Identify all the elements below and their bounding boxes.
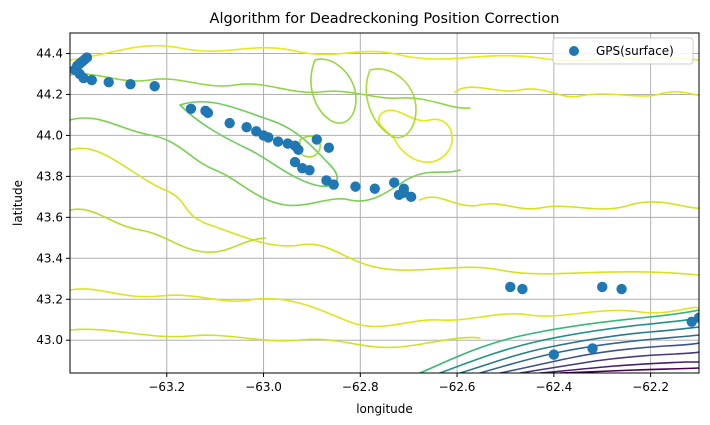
y-tick-label: 43.4	[36, 251, 63, 265]
data-point	[350, 181, 361, 192]
data-point	[517, 283, 528, 295]
y-axis-title: latitude	[11, 180, 25, 226]
data-point	[323, 142, 335, 153]
legend-label: GPS(surface)	[596, 44, 674, 58]
x-axis: −63.2 −63.0 −62.8 −62.6 −62.4 −62.2	[148, 373, 669, 394]
data-point	[304, 165, 315, 176]
contour-background	[70, 44, 699, 373]
data-point	[289, 156, 301, 168]
data-point	[587, 343, 598, 354]
data-point	[81, 52, 93, 63]
data-point	[103, 76, 114, 88]
data-point	[185, 103, 197, 114]
data-point	[263, 132, 274, 143]
data-point	[328, 179, 339, 190]
x-tick-label: −63.0	[245, 380, 282, 394]
data-point	[272, 136, 284, 147]
y-tick-label: 43.8	[36, 169, 63, 183]
data-point	[149, 81, 160, 92]
y-axis: 43.0 43.2 43.4 43.6 43.8 44.0 44.2 44.4	[36, 46, 70, 347]
data-point	[388, 177, 400, 188]
x-tick-label: −62.4	[535, 380, 572, 394]
y-tick-label: 44.0	[36, 128, 63, 142]
data-point	[293, 144, 304, 155]
data-point	[369, 183, 381, 194]
data-point	[311, 134, 322, 145]
data-point	[241, 122, 252, 133]
legend-box	[552, 37, 694, 65]
legend: GPS(surface)	[552, 37, 694, 65]
data-point	[86, 74, 97, 86]
x-tick-label: −62.2	[632, 380, 669, 394]
plot-frame	[69, 32, 700, 374]
data-point	[693, 312, 699, 323]
data-point	[224, 117, 235, 129]
x-axis-title: longitude	[356, 402, 413, 416]
data-point	[125, 79, 136, 90]
y-tick-label: 44.2	[36, 87, 63, 101]
x-tick-label: −62.8	[342, 380, 379, 394]
data-point	[616, 283, 627, 295]
chart-title: Algorithm for Deadreckoning Position Cor…	[210, 11, 560, 27]
y-tick-label: 43.2	[36, 292, 63, 306]
y-tick-label: 43.6	[36, 210, 63, 224]
data-point	[78, 72, 89, 84]
data-point	[202, 107, 214, 119]
x-tick-label: −62.6	[439, 380, 476, 394]
data-point	[505, 281, 516, 293]
x-tick-label: −63.2	[148, 380, 185, 394]
y-tick-label: 44.4	[36, 46, 63, 60]
legend-marker	[569, 46, 579, 56]
data-points	[70, 52, 699, 360]
y-tick-label: 43.0	[36, 333, 63, 347]
data-point	[548, 349, 560, 360]
data-point	[597, 281, 608, 293]
data-point	[405, 191, 417, 203]
